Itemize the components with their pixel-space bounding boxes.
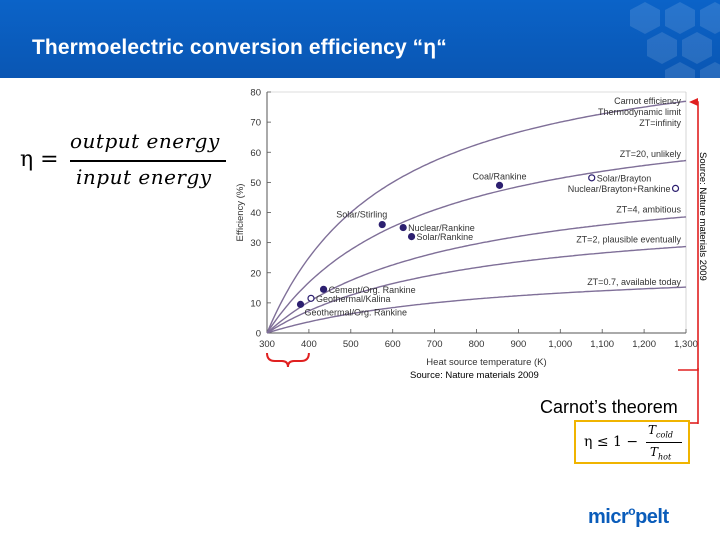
- hexagon-pattern-decoration: [630, 2, 720, 78]
- x-tick-label: 300: [259, 339, 275, 350]
- x-tick-label: 1,100: [590, 339, 614, 350]
- efficiency-curve-3: [266, 245, 687, 334]
- efficiency-curve-0: [266, 100, 687, 334]
- carnot-denominator: Thot: [650, 445, 672, 462]
- curve-label: ZT=4, ambitious: [616, 205, 681, 215]
- point-label: Solar/Rankine: [417, 232, 474, 242]
- x-tick-label: 800: [469, 339, 485, 350]
- efficiency-curve-4: [266, 286, 687, 334]
- x-tick-label: 400: [301, 339, 317, 350]
- y-tick-label: 60: [250, 148, 261, 159]
- carnot-theorem-title: Carnot’s theorem: [540, 397, 678, 417]
- curve-label: ZT=20, unlikely: [620, 149, 682, 159]
- point-label: Nuclear/Rankine: [408, 223, 475, 233]
- carnot-formula-box: η ≤ 1 − Tcold Thot: [574, 420, 690, 464]
- point-label: Solar/Brayton: [597, 173, 652, 183]
- data-point: [296, 300, 305, 308]
- x-tick-label: 600: [385, 339, 401, 350]
- data-point: [495, 181, 504, 189]
- point-label: Cement/Org. Rankine: [329, 285, 416, 295]
- data-point: [588, 174, 596, 182]
- curve-label: ZT=2, plausible eventually: [576, 235, 681, 245]
- x-tick-label: 1,300: [674, 339, 698, 350]
- x-tick-label: 1,200: [632, 339, 656, 350]
- slide-title: Thermoelectric conversion efficiency “η“: [32, 36, 447, 59]
- data-point: [378, 220, 386, 229]
- y-tick-label: 0: [256, 329, 261, 340]
- data-point: [399, 223, 407, 232]
- carnot-fraction-bar: [646, 442, 682, 443]
- formula-denominator: input energy: [76, 165, 212, 189]
- carnot-formula-lhs: η ≤ 1 −: [584, 434, 639, 450]
- curve-label: Thermodynamic limit: [598, 107, 682, 117]
- efficiency-curve-1: [266, 159, 687, 334]
- data-point: [307, 294, 315, 302]
- curve-label: Carnot efficiency: [614, 96, 681, 106]
- carnot-arrow-line: [678, 101, 699, 371]
- x-tick-label: 900: [510, 339, 526, 350]
- title-banner: Thermoelectric conversion efficiency “η“: [0, 0, 720, 78]
- data-point: [319, 285, 328, 293]
- point-label: Geothermal/Org. Rankine: [305, 307, 408, 317]
- point-label: Nuclear/Brayton+Rankine: [568, 184, 671, 194]
- point-label: Coal/Rankine: [473, 171, 527, 181]
- curve-label: ZT=infinity: [639, 118, 681, 128]
- temperature-range-bracket: [266, 352, 310, 368]
- vertical-source-text: Source: Nature materials 2009: [697, 152, 708, 281]
- y-tick-label: 50: [250, 178, 261, 189]
- data-point: [407, 233, 416, 241]
- y-tick-label: 70: [250, 118, 261, 129]
- curve-label: ZT=0.7, available today: [587, 277, 681, 287]
- point-label: Solar/Stirling: [336, 210, 387, 220]
- y-tick-label: 20: [250, 268, 261, 279]
- y-tick-label: 30: [250, 238, 261, 249]
- carnot-numerator: Tcold: [648, 423, 673, 440]
- formula-numerator: output energy: [70, 129, 220, 153]
- efficiency-chart: 0 10 20 30 40 50 60 70 80 300 400 500 600 700 800 900 1,…: [235, 88, 699, 371]
- data-point: [671, 184, 680, 193]
- efficiency-formula: η = output energy input energy: [14, 125, 234, 195]
- fraction-bar: [70, 160, 226, 162]
- x-tick-label: 1,000: [548, 339, 572, 350]
- x-tick-label: 500: [343, 339, 359, 350]
- formula-lhs: η =: [20, 147, 59, 172]
- x-axis-label: Heat source temperature (K): [426, 357, 546, 368]
- point-label: Geothermal/Kalina: [316, 294, 391, 304]
- chart-source-note: Source: Nature materials 2009: [410, 370, 539, 381]
- x-tick-label: 700: [427, 339, 443, 350]
- carnot-connector: [690, 368, 699, 424]
- carnot-arrow-head: [689, 98, 698, 107]
- efficiency-curve-2: [266, 216, 687, 334]
- y-axis-label: Efficiency (%): [235, 184, 246, 242]
- micropelt-logo: micropelt: [588, 504, 669, 528]
- vertical-source-note: Source: Nature materials 2009: [697, 152, 711, 312]
- y-tick-label: 10: [250, 298, 261, 309]
- y-tick-label: 80: [250, 88, 261, 99]
- y-tick-label: 40: [250, 208, 261, 219]
